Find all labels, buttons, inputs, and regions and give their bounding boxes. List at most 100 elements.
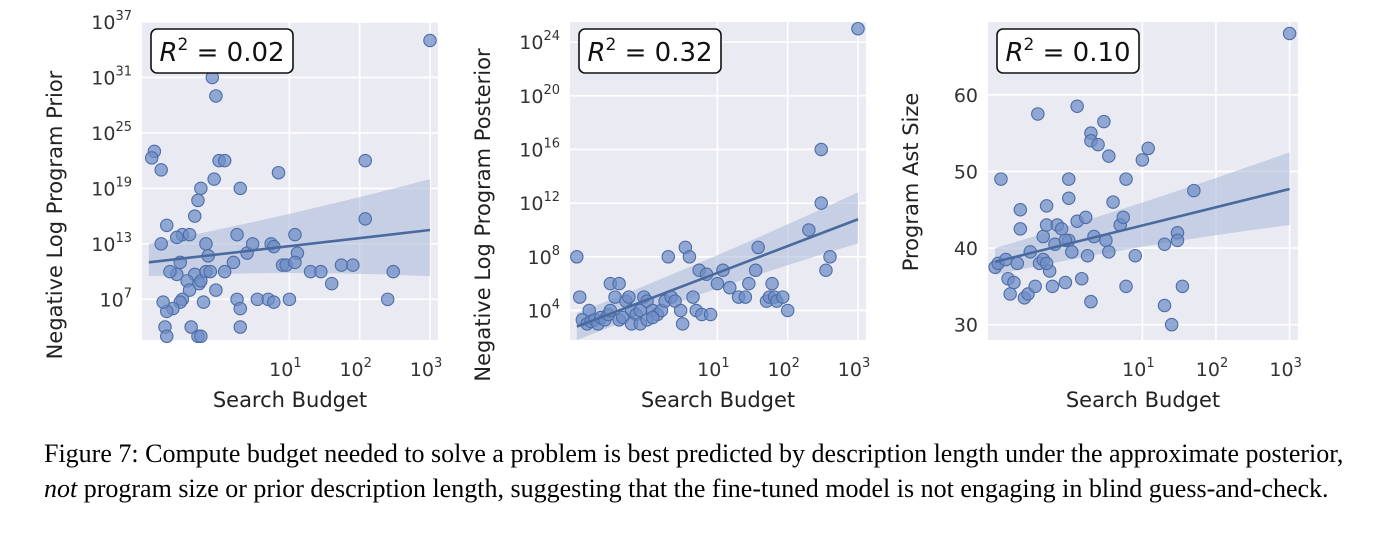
y-tick-label: 40	[954, 238, 978, 260]
data-point	[203, 264, 218, 279]
x-tick-label: 102	[1196, 356, 1228, 381]
data-point	[288, 227, 302, 242]
data-point	[686, 290, 700, 304]
data-point	[324, 276, 339, 291]
data-point	[1031, 107, 1045, 121]
y-tick-label: 1037	[91, 9, 132, 34]
data-point	[1157, 298, 1172, 313]
figure-caption: Figure 7: Compute budget needed to solve…	[44, 436, 1344, 506]
caption-text-1: Figure 7: Compute budget needed to solve…	[44, 439, 1344, 468]
y-tick-label: 1025	[91, 120, 132, 145]
data-point	[1187, 183, 1201, 198]
regression-line	[994, 187, 1290, 264]
data-point	[1078, 210, 1093, 225]
y-tick-label: 107	[100, 286, 132, 311]
y-tick-label: 1013	[91, 231, 132, 256]
data-point	[144, 151, 159, 165]
y-axis-label: Program Ast Size	[899, 93, 923, 272]
y-tick-label: 108	[528, 244, 560, 269]
data-point	[1080, 248, 1095, 263]
data-point	[217, 264, 232, 279]
x-tick-label: 101	[269, 356, 301, 381]
chart-panel-2: 101 102 103 104 108 1012 1016 1020 1024 Search Bu…	[471, 21, 870, 412]
data-point	[358, 212, 373, 226]
data-point	[170, 230, 184, 245]
data-point	[775, 290, 790, 304]
data-point	[380, 292, 395, 307]
data-point	[1141, 141, 1155, 156]
data-point	[282, 292, 297, 307]
data-point	[267, 295, 281, 309]
data-point	[1170, 233, 1185, 248]
data-point	[1135, 153, 1150, 167]
data-point	[738, 290, 753, 304]
data-point	[682, 250, 697, 264]
x-axis-label: Search Budget	[1066, 388, 1220, 412]
y-tick-label: 60	[954, 85, 978, 107]
data-point	[196, 295, 211, 309]
x-tick-label: 102	[767, 356, 799, 381]
y-axis-label: Negative Log Program Posterior	[471, 48, 495, 382]
y-tick-label: 30	[954, 315, 978, 337]
data-point	[1157, 237, 1172, 251]
r-squared-box	[578, 28, 722, 74]
r-squared-box	[996, 28, 1140, 74]
y-axis-label: Negative Log Program Prior	[43, 70, 67, 359]
data-point	[1045, 279, 1060, 294]
data-point	[570, 250, 584, 264]
data-point	[1010, 256, 1025, 271]
y-tick-label: 1031	[91, 64, 132, 89]
data-point	[184, 320, 198, 334]
data-point	[199, 237, 213, 251]
confidence-band	[148, 179, 430, 277]
data-point	[1013, 202, 1028, 217]
data-point	[1282, 26, 1297, 41]
data-point	[209, 283, 223, 297]
data-point	[765, 276, 779, 291]
chart-panel-1: 101 102 103 107 1013 1019 1025 1031 1037 Search B…	[43, 9, 442, 412]
data-point	[1003, 287, 1017, 301]
data-point	[1097, 114, 1111, 129]
data-point	[207, 172, 221, 186]
data-point	[209, 89, 223, 103]
data-point	[780, 303, 795, 318]
data-point	[1013, 222, 1028, 236]
data-point	[1164, 317, 1179, 332]
caption-emphasis: not	[44, 474, 78, 503]
data-point	[423, 33, 437, 48]
data-point	[612, 276, 626, 291]
x-tick-label: 103	[1269, 356, 1301, 381]
data-point	[1036, 229, 1050, 244]
data-point	[823, 250, 837, 264]
data-point	[1007, 275, 1021, 290]
data-point	[748, 263, 763, 277]
data-point	[675, 317, 690, 331]
data-point	[1175, 279, 1190, 294]
data-point	[230, 227, 244, 242]
data-point	[1091, 137, 1105, 152]
data-point	[271, 165, 286, 180]
data-point	[191, 193, 205, 208]
data-point	[661, 250, 676, 264]
data-point	[160, 329, 174, 344]
x-axis-label: Search Budget	[213, 388, 367, 412]
data-point	[346, 258, 360, 272]
data-point	[751, 240, 765, 255]
data-point	[723, 280, 737, 295]
data-point	[154, 163, 168, 177]
x-tick-label: 102	[339, 356, 371, 381]
data-point	[1065, 245, 1079, 259]
data-point	[233, 181, 248, 196]
r-squared-label: R2 = 0.32	[587, 35, 712, 68]
data-point	[994, 172, 1008, 186]
regression-line	[576, 218, 859, 328]
y-tick-label: 1024	[519, 29, 560, 54]
data-point	[1028, 279, 1042, 294]
data-point	[819, 263, 833, 277]
data-point	[1070, 99, 1084, 114]
data-point	[572, 290, 587, 304]
data-point	[314, 264, 328, 279]
caption-text-2: program size or prior description length…	[77, 474, 1329, 503]
x-tick-label: 103	[838, 356, 870, 381]
data-point	[1084, 294, 1098, 309]
